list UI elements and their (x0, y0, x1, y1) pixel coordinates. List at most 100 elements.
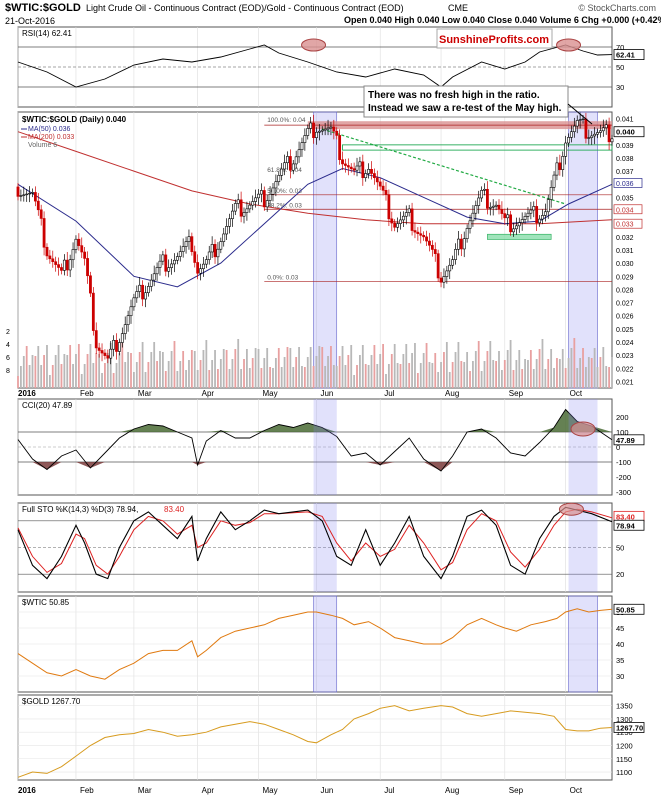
volume-bar (396, 363, 399, 388)
rsi-line (17, 44, 613, 88)
volume-bar (167, 361, 170, 388)
support-zone-upper (342, 144, 613, 151)
volume-bar (498, 351, 500, 388)
price-tick-label: 0.038 (616, 156, 634, 163)
volume-axis-label: 6 (6, 355, 10, 362)
candle-body (251, 201, 255, 206)
volume-bar (532, 369, 535, 388)
candle-body (514, 225, 518, 230)
candle-body (155, 267, 159, 275)
candle-body (425, 236, 428, 242)
candle-body (283, 162, 286, 170)
price-tick-label: 0.039 (616, 143, 634, 150)
cci-highlight-ellipse (570, 421, 596, 437)
month-label: 2016 (18, 389, 36, 398)
volume-bar (176, 371, 179, 388)
volume-bar (582, 348, 584, 388)
candle-body (590, 135, 594, 138)
candle-body (222, 233, 226, 242)
volume-bar (263, 358, 266, 388)
candle-body (491, 205, 495, 208)
volume-bar (211, 360, 214, 388)
candle-body (503, 213, 507, 219)
candle-body (161, 254, 165, 262)
volume-bar (280, 367, 283, 388)
volume-bar (222, 349, 225, 388)
candle-body (152, 273, 156, 281)
candle-body (309, 122, 313, 129)
chart-exchange: CME (448, 3, 468, 13)
volume-bar (535, 359, 538, 388)
volume-bar (330, 346, 332, 388)
volume-bar (106, 353, 109, 388)
volume-bar (214, 350, 216, 388)
month-label: Jul (384, 389, 394, 398)
price-tick-label: 0.026 (616, 314, 634, 321)
candle-body (390, 218, 394, 224)
candle-body (410, 208, 414, 231)
stoch-k-line (17, 506, 613, 580)
candle-body (300, 142, 304, 151)
gold-tick-label: 1300 (616, 715, 633, 724)
volume-bar (135, 362, 138, 388)
volume-bar (570, 348, 573, 388)
candle-body (45, 246, 49, 257)
candle-body (170, 263, 173, 268)
month-label-bottom: Sep (509, 786, 524, 795)
candle-body (118, 342, 121, 352)
candle-body (199, 268, 202, 274)
ma-last-box (613, 178, 643, 188)
support-zone-lower (487, 233, 552, 240)
volume-bar (306, 357, 309, 388)
volume-bar (506, 350, 509, 388)
volume-bar (561, 349, 564, 388)
volume-bar (324, 366, 327, 388)
month-label: Aug (445, 389, 459, 398)
volume-bar (17, 376, 19, 388)
price-tick-label: 0.032 (616, 235, 634, 242)
cci-tick-label: -200 (616, 473, 631, 482)
wtic-tick-label: 45 (616, 624, 624, 633)
candle-body (262, 190, 266, 208)
volume-bar (219, 359, 222, 388)
stoch-tick-label: 20 (616, 570, 624, 579)
candle-body (416, 231, 420, 235)
volume-bar (130, 353, 132, 388)
candle-body (315, 131, 318, 138)
highlight-band-stoch (568, 503, 598, 592)
candle-body (196, 262, 200, 274)
volume-bar (387, 364, 390, 388)
volume-bar (448, 372, 451, 388)
candle-body (570, 131, 573, 138)
month-label: Oct (570, 389, 583, 398)
wtic-tick-label: 30 (616, 672, 624, 681)
volume-bar (500, 370, 503, 388)
volume-bar (327, 356, 329, 388)
month-label: Feb (80, 389, 94, 398)
volume-bar (118, 353, 121, 388)
candle-body (178, 251, 182, 257)
gold-tick-label: 1350 (616, 702, 633, 711)
volume-bar (150, 352, 153, 388)
month-label-bottom: Feb (80, 786, 94, 795)
volume-bar (605, 366, 608, 388)
chart-subtitle: Light Crude Oil - Continuous Contract (E… (86, 3, 404, 13)
wtic-tick-label: 40 (616, 640, 624, 649)
candle-body (207, 251, 211, 260)
volume-bar (193, 351, 196, 388)
candle-body (265, 200, 269, 208)
volume-axis-label: 2 (6, 329, 10, 336)
candle-body (42, 218, 46, 248)
candle-body (109, 348, 113, 359)
candle-body (477, 197, 481, 206)
volume-bar (422, 353, 425, 388)
gold-last-value: 1267.70 (616, 723, 643, 732)
volume-bar (182, 351, 185, 388)
candle-body (564, 142, 568, 157)
volume-bar (66, 355, 69, 388)
candle-body (60, 267, 63, 271)
volume-bar (463, 362, 466, 388)
candle-body (561, 156, 565, 170)
volume-bar (416, 373, 419, 388)
volume-bar (469, 371, 471, 388)
